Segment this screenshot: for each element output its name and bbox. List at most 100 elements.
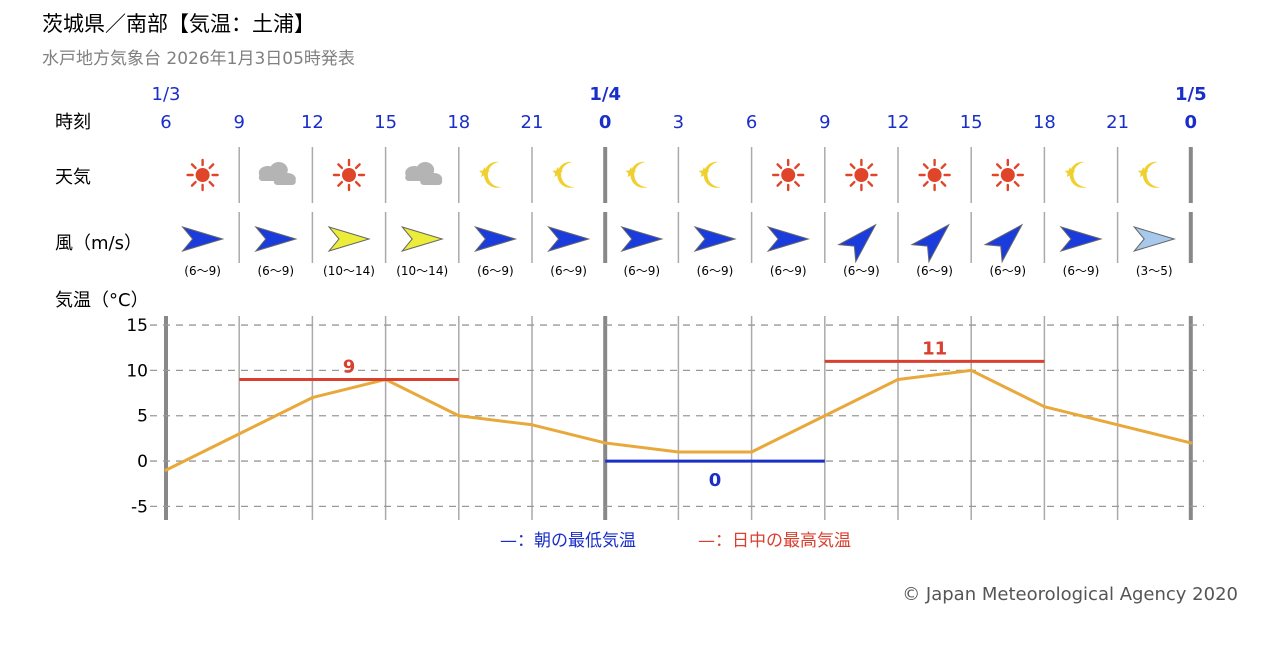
moon-icon-star [552,167,563,178]
temperature-point [1042,405,1046,409]
wind-arrow-shape [693,226,737,252]
wind-arrow-shape [1132,226,1176,252]
wind-arrow-shape [473,226,518,252]
temperature-point [310,396,314,400]
sun-icon-ray [940,163,947,170]
min-temp-label: 0 [709,470,722,491]
moon-icon [698,161,721,188]
sun-icon-ray [208,180,215,187]
temperature-point [823,414,827,418]
sun-icon-ray [337,180,344,187]
moon-icon [1064,161,1087,188]
wind-speed-range: (6〜9) [257,264,294,278]
hour-label: 3 [673,112,684,133]
sun-icon-ray [337,163,344,170]
moon-icon-star [625,167,637,178]
sun-icon-ray [922,180,929,187]
sun-icon-ray [849,180,856,187]
sun-icon [991,158,1024,192]
sun-icon-ray [922,163,929,170]
moon-icon-crescent [1069,161,1087,188]
chart-grid: 15 10 5 0 -5 [126,147,1204,520]
date-label: 1/4 [589,84,621,105]
hour-label: 6 [160,112,171,133]
sun-icon [332,158,366,192]
y-tick-label: 15 [126,316,148,336]
sun-icon-core [781,168,796,182]
wind-arrow-shape [327,226,371,252]
cloud-icon-part [420,178,443,185]
wind-speed-range: (6〜9) [550,264,587,278]
wind-arrow-icon [181,226,225,252]
moon-icon-star [1064,167,1076,178]
sun-icon-core [195,168,210,182]
sun-icon-ray [190,180,197,187]
moon-icon-crescent [630,161,648,188]
wind-arrow-shape [1059,226,1103,252]
sun-icon-core [927,168,942,182]
temperature-point [530,423,534,427]
wind-arrow-shape [181,226,225,252]
moon-icon-star [1137,167,1149,178]
moon-icon [1137,161,1161,188]
page-subtitle: 水戸地方気象台 2026年1月3日05時発表 [42,49,355,69]
hour-label: 21 [1106,112,1129,133]
row-label-time: 時刻 [55,112,91,133]
temperature-point [750,450,754,454]
wind-arrow-shape [254,226,298,252]
cloud-icon [258,162,296,185]
moon-icon-crescent [1142,161,1161,188]
row-label-weather: 天気 [55,167,91,188]
wind-arrow-icon [983,223,1024,264]
wind-speed-range: (10〜14) [323,264,375,278]
temperature-point [457,414,461,418]
wind-arrow-shape [620,226,664,252]
row-label-wind: 風（m/s） [55,233,142,254]
hour-label: 12 [887,112,910,133]
wind-speed-range: (6〜9) [1063,264,1100,278]
moon-icon [479,161,502,188]
hour-label: 0 [1185,112,1198,133]
sun-icon-ray [190,163,197,170]
sun-icon-ray [794,180,801,187]
wind-arrow-icon [693,226,737,252]
legend-max-temp: —：日中の最高気温 [698,531,851,551]
sun-icon-ray [208,163,215,170]
wind-arrow-icon [400,226,444,252]
page-title: 茨城県／南部【気温：土浦】 [42,12,315,36]
sun-icon-ray [776,163,783,170]
hour-label: 21 [521,112,544,133]
sun-icon-core [1000,168,1015,182]
date-label: 1/5 [1175,84,1207,105]
wind-arrow-icon [547,226,591,252]
sun-icon-ray [995,163,1002,170]
temperature-point [1116,423,1120,427]
temperature-point [237,432,241,436]
wind-speed-range: (10〜14) [396,264,448,278]
moon-icon [552,161,575,188]
temperature-point [896,377,900,382]
hour-label: 18 [1033,112,1056,133]
sun-icon-ray [940,180,947,187]
hour-label: 9 [819,112,830,133]
sun-icon [772,158,805,192]
sun-icon-ray [867,163,874,170]
wind-arrow-shape [400,226,444,252]
wind-speed-range: (6〜9) [184,264,221,278]
temperature-point [969,368,973,372]
sun-icon-core [342,168,356,182]
sun-icon-ray [995,180,1002,187]
cloud-icon-part [273,178,296,185]
hour-label: 0 [599,112,612,133]
sun-icon-ray [776,180,783,187]
sun-icon-ray [354,180,361,187]
hour-label: 6 [746,112,757,133]
moon-icon-star [698,167,710,178]
y-tick-label: 0 [137,452,148,472]
wind-arrow-icon [766,226,810,252]
moon-icon-crescent [703,161,721,188]
wind-arrow-shape [983,223,1024,264]
wind-arrow-icon [910,223,950,264]
legend-min-temp: —：朝の最低気温 [500,531,636,551]
